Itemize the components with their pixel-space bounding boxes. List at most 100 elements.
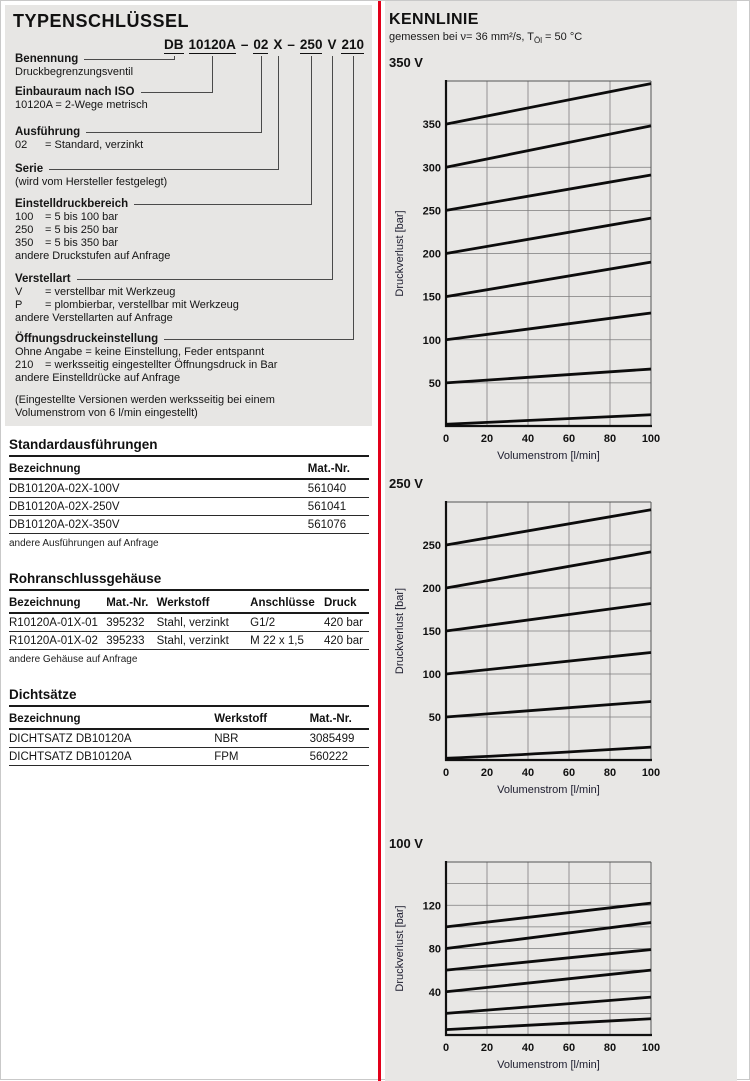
type-key-panel: TYPENSCHLÜSSEL DB 10120A –02 X –250 V 210 Bene…	[5, 5, 372, 426]
type-key-group-line: P = plombierbar, verstellbar mit Werkzeug	[15, 299, 239, 311]
type-key-group-line: (wird vom Hersteller festgelegt)	[15, 176, 168, 188]
table-title: Dichtsätze	[9, 687, 369, 707]
svg-text:Druckverlust [bar]: Druckverlust [bar]	[394, 906, 406, 992]
svg-text:Volumenstrom [l/min]: Volumenstrom [l/min]	[497, 1059, 600, 1071]
type-key-group-label: Öffnungsdruckeinstellung	[15, 332, 159, 345]
table-row: R10120A-01X-01 395232 Stahl, verzinkt G1/2 4…	[9, 613, 369, 632]
svg-text:20: 20	[481, 433, 493, 445]
kennlinie-title: KENNLINIE	[389, 11, 479, 28]
type-key-group-line: Ohne Angabe = keine Einstellung, Feder e…	[15, 346, 265, 358]
column-header: Mat.-Nr.	[307, 460, 369, 480]
connector-rule	[164, 339, 354, 340]
chart-title-100v: 100 V	[389, 836, 423, 852]
column-header: Werkstoff	[156, 594, 251, 614]
svg-text:0: 0	[443, 1042, 449, 1054]
seal-kits-section: Dichtsätze Bezeichnung Werkstoff Mat.-Nr. D…	[9, 687, 369, 766]
table-cell: 420 bar	[323, 631, 369, 650]
table-title: Rohranschlussgehäuse	[9, 571, 369, 591]
svg-text:100: 100	[642, 433, 660, 445]
svg-text:100: 100	[642, 767, 660, 779]
type-key-group: Einstelldruckbereich 100 = 5 bis 100 bar 25…	[15, 197, 364, 263]
chart-250v: 50 100 150 200 250 0 20 40 60 80 100 Volumenstrom […	[394, 501, 660, 796]
chart-title-350v: 350 V	[389, 55, 423, 71]
type-key-group: Benennung Druckbegrenzungsventil	[15, 52, 364, 79]
svg-text:50: 50	[429, 712, 441, 724]
table-cell: 420 bar	[323, 613, 369, 632]
type-key-group: Einbauraum nach ISO 10120A = 2-Wege metri…	[15, 85, 364, 112]
table-row: R10120A-01X-02 395233 Stahl, verzinkt M 22 …	[9, 631, 369, 650]
connector-rule	[86, 132, 262, 133]
svg-text:250: 250	[423, 206, 441, 218]
type-code-segment: 210	[341, 37, 364, 54]
table-row: DICHTSATZ DB10120A FPM 560222	[9, 747, 369, 766]
table-header-row: Bezeichnung Mat.-Nr.	[9, 460, 369, 480]
column-header: Bezeichnung	[9, 460, 308, 480]
subtitle-subscript: Öl	[534, 36, 542, 46]
svg-text:40: 40	[429, 987, 441, 999]
table-cell: NBR	[214, 729, 310, 748]
connector-rule	[134, 204, 312, 205]
column-header: Bezeichnung	[9, 594, 107, 614]
chart-title-250v: 250 V	[389, 476, 423, 492]
svg-text:40: 40	[522, 1042, 534, 1054]
table-footnote: andere Gehäuse auf Anfrage	[9, 654, 138, 665]
type-code: DB 10120A –02 X –250 V 210	[164, 37, 364, 55]
connector-rule	[84, 59, 175, 60]
column-header: Anschlüsse	[250, 594, 324, 614]
svg-text:300: 300	[423, 162, 441, 174]
table-row: DICHTSATZ DB10120A NBR 3085499	[9, 729, 369, 748]
table-cell: DICHTSATZ DB10120A	[9, 747, 215, 766]
type-key-group-line: 10120A = 2-Wege metrisch	[15, 99, 148, 111]
chart-350v: 50 100 150 200 250 300 350 0 20 40 60 80 100 Volumens…	[394, 80, 660, 462]
svg-text:0: 0	[443, 433, 449, 445]
table-cell: DB10120A-02X-350V	[9, 515, 308, 534]
type-key-group-line: andere Einstelldrücke auf Anfrage	[15, 372, 181, 384]
svg-text:80: 80	[604, 433, 616, 445]
chart-100v: 40 80 120 0 20 40 60 80 100 Volumenstrom [l/min] D…	[394, 861, 660, 1071]
type-code-segment: X	[273, 37, 283, 52]
svg-text:200: 200	[423, 583, 441, 595]
svg-text:250: 250	[423, 540, 441, 552]
table-cell: R10120A-01X-01	[9, 613, 107, 632]
pipe-housing-table: Bezeichnung Mat.-Nr. Werkstoff Anschlüsse Dr…	[9, 594, 369, 650]
table-cell: G1/2	[250, 613, 324, 632]
svg-text:60: 60	[563, 1042, 575, 1054]
red-divider-line	[378, 1, 381, 1081]
connector-rule	[140, 92, 213, 93]
type-code-segment: 250	[299, 37, 323, 54]
column-header: Mat.-Nr.	[309, 710, 369, 730]
svg-text:0: 0	[443, 767, 449, 779]
svg-text:Druckverlust [bar]: Druckverlust [bar]	[394, 211, 406, 297]
type-key-group-line: 02 = Standard, verzinkt	[15, 139, 144, 151]
subtitle-text: gemessen bei ν= 36 mm²/s, T	[389, 31, 534, 43]
type-key-group-line: andere Druckstufen auf Anfrage	[15, 250, 171, 262]
svg-text:Volumenstrom [l/min]: Volumenstrom [l/min]	[497, 450, 600, 462]
svg-text:150: 150	[423, 292, 441, 304]
table-header-row: Bezeichnung Werkstoff Mat.-Nr.	[9, 710, 369, 730]
type-code-segment: 02	[253, 37, 269, 54]
svg-text:20: 20	[481, 1042, 493, 1054]
table-cell: Stahl, verzinkt	[156, 631, 251, 650]
table-cell: DB10120A-02X-250V	[9, 497, 308, 516]
svg-text:150: 150	[423, 626, 441, 638]
type-key-group-label: Einbauraum nach ISO	[15, 85, 135, 98]
standard-versions-section: Standardausführungen Bezeichnung Mat.-Nr.…	[9, 437, 369, 549]
table-title: Standardausführungen	[9, 437, 369, 457]
svg-text:80: 80	[604, 1042, 616, 1054]
svg-text:80: 80	[604, 767, 616, 779]
type-code-segment: –	[287, 37, 295, 52]
type-key-group-label: Verstellart	[15, 272, 71, 285]
type-key-group-line: 350 = 5 bis 350 bar	[15, 237, 119, 249]
table-cell: M 22 x 1,5	[250, 631, 324, 650]
table-row: DB10120A-02X-250V 561041	[9, 497, 369, 516]
svg-text:50: 50	[429, 378, 441, 390]
type-key-group: Serie (wird vom Hersteller festgelegt)	[15, 162, 364, 189]
table-cell: 561076	[307, 515, 369, 534]
type-key-group-line: 210 = werksseitig eingestellter Öffnungsd…	[15, 359, 278, 371]
pipe-housing-section: Rohranschlussgehäuse Bezeichnung Mat.-Nr.…	[9, 571, 369, 665]
table-cell: FPM	[214, 747, 310, 766]
type-key-group: Verstellart V = verstellbar mit Werkzeug P =…	[15, 272, 364, 325]
type-code-segment: –	[240, 37, 249, 52]
svg-text:120: 120	[423, 900, 441, 912]
svg-text:Druckverlust [bar]: Druckverlust [bar]	[394, 588, 406, 674]
